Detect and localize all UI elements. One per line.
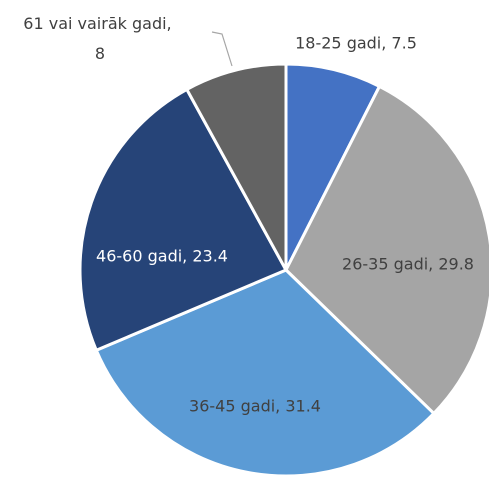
- data-label: 46-60 gadi, 23.4: [96, 247, 228, 266]
- pie-slice: [284, 62, 382, 271]
- data-label: 18-25 gadi, 7.5: [295, 34, 417, 53]
- pie-slice: [284, 84, 489, 416]
- pie-slice: [94, 268, 436, 478]
- data-label-line: 61 vai vairāk gadi,: [23, 14, 176, 33]
- leader-line: [211, 31, 233, 67]
- data-label: 26-35 gadi, 29.8: [342, 255, 474, 274]
- data-label: 61 vai vairāk gadi, 8: [23, 14, 176, 63]
- data-label: 36-45 gadi, 31.4: [189, 397, 321, 416]
- data-label-line: 8: [95, 44, 105, 63]
- pie-slice: [184, 62, 288, 271]
- pie-slice: [78, 87, 289, 353]
